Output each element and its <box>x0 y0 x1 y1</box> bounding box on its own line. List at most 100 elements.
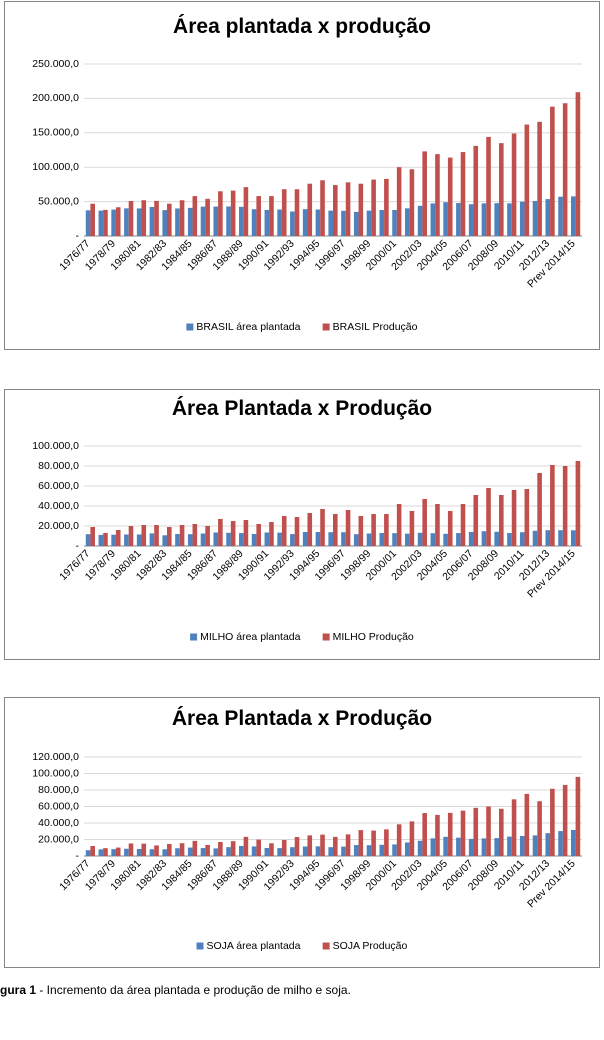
bar <box>447 157 453 236</box>
bar <box>481 203 487 236</box>
bar <box>85 850 91 856</box>
bar <box>341 210 346 236</box>
y-tick-label: 60.000,0 <box>38 800 79 812</box>
legend-item: BRASIL Produção <box>322 321 418 333</box>
bar <box>149 849 155 856</box>
y-tick-label: 80.000,0 <box>38 460 79 472</box>
bar <box>167 527 172 546</box>
bar <box>532 530 538 546</box>
bar <box>115 847 121 856</box>
bar <box>103 848 108 856</box>
bar <box>537 121 542 236</box>
bar <box>307 183 313 236</box>
bar <box>264 847 270 856</box>
bar <box>149 206 155 236</box>
bar <box>494 838 499 856</box>
bar <box>175 208 180 236</box>
bar <box>550 788 555 856</box>
bar <box>187 207 193 236</box>
bar <box>396 504 402 546</box>
bar <box>277 532 282 546</box>
bar <box>136 848 142 856</box>
y-tick-label: 150.000,0 <box>32 127 79 139</box>
bar <box>205 198 210 236</box>
chart-frame <box>4 1 600 350</box>
bar <box>473 495 479 546</box>
bar <box>486 136 491 236</box>
bar <box>435 814 440 856</box>
bar <box>226 532 231 546</box>
legend-item: MILHO área plantada <box>190 631 301 643</box>
bar <box>226 847 231 856</box>
bar <box>511 133 517 236</box>
y-tick-label: 50.000,0 <box>38 195 79 207</box>
bar <box>200 533 206 546</box>
bar <box>371 179 376 236</box>
bar <box>481 531 487 546</box>
bar <box>290 534 295 546</box>
bar <box>226 206 231 236</box>
legend-swatch <box>322 633 330 641</box>
bar <box>128 526 134 546</box>
bar <box>345 182 351 236</box>
bar <box>575 92 581 236</box>
legend-label: SOJA Produção <box>333 940 408 952</box>
bar <box>141 843 147 856</box>
bar <box>98 849 104 856</box>
bar <box>230 841 236 856</box>
bar <box>281 516 287 546</box>
bar <box>499 143 504 236</box>
bar <box>473 145 479 236</box>
bar <box>392 209 397 236</box>
bar <box>366 210 372 236</box>
bar <box>239 533 244 546</box>
chart-title: Área plantada x produção <box>173 15 431 38</box>
bar <box>417 205 423 236</box>
legend-label: MILHO Produção <box>333 631 414 643</box>
bar <box>524 793 530 856</box>
bar <box>396 167 402 236</box>
chart-title: Área Plantada x Produção <box>172 397 432 420</box>
bar <box>192 196 198 236</box>
y-tick-label: - <box>76 540 80 552</box>
bar <box>290 211 295 236</box>
bar <box>532 835 538 856</box>
bar <box>205 526 210 546</box>
y-tick-label: 120.000,0 <box>32 751 79 763</box>
bar <box>320 180 325 236</box>
bar <box>167 203 172 236</box>
bar <box>353 211 359 236</box>
bar <box>443 202 448 236</box>
bar <box>115 530 121 546</box>
bar <box>124 208 129 236</box>
bar <box>456 533 461 546</box>
bar <box>460 810 466 856</box>
y-tick-label: 100.000,0 <box>32 161 79 173</box>
bar <box>396 824 402 856</box>
bar <box>256 196 261 236</box>
bar <box>519 201 525 236</box>
bar <box>264 532 270 546</box>
bar <box>468 531 474 546</box>
bar <box>315 532 321 546</box>
bar <box>175 534 180 546</box>
caption-label: gura 1 <box>0 983 36 997</box>
bar <box>98 210 104 236</box>
bar <box>111 849 116 856</box>
bar <box>269 196 274 236</box>
bar <box>187 534 193 546</box>
legend-item: BRASIL área plantada <box>186 321 301 333</box>
bar <box>409 169 415 236</box>
bar <box>384 178 389 236</box>
bar <box>358 516 364 546</box>
bar <box>251 846 257 856</box>
bar <box>384 829 389 856</box>
bar <box>85 210 91 236</box>
bar <box>468 838 474 856</box>
legend-label: BRASIL Produção <box>333 321 418 333</box>
bar <box>328 847 333 856</box>
bar <box>179 843 185 856</box>
bar <box>494 531 499 546</box>
bar <box>218 519 223 546</box>
